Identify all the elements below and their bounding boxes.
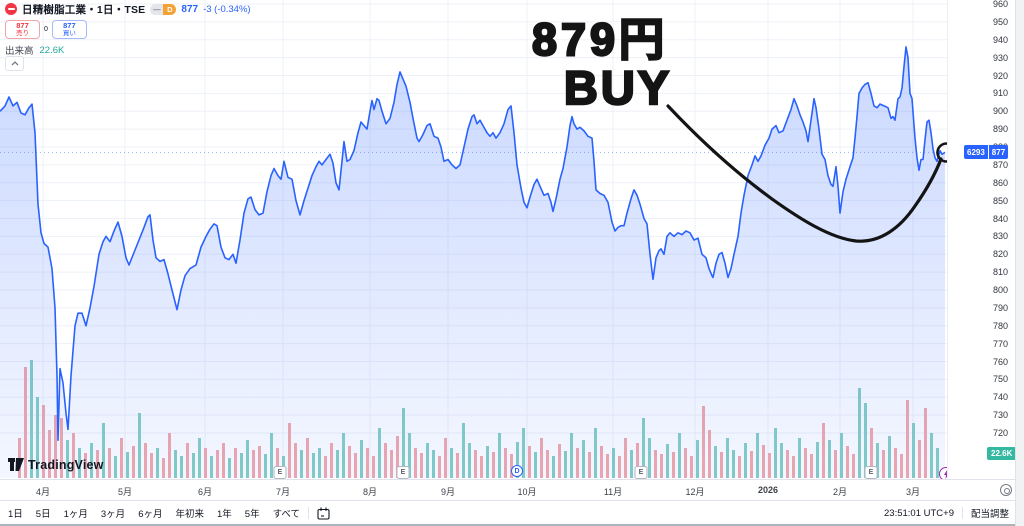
price-axis-label: 830 (992, 231, 1008, 242)
price-axis-label: 770 (992, 338, 1008, 349)
tradingview-logo[interactable]: TradingView (8, 458, 104, 472)
bottom-toolbar: 1日 5日 1ヶ月 3ヶ月 6ヶ月 年初来 1年 5年 すべて 23:51:01 UTC+9 配… (0, 500, 1015, 525)
volume-legend: 出来高 22.6K (5, 43, 65, 58)
price-axis-label: 790 (992, 302, 1008, 313)
range-button-1年[interactable]: 1年 (217, 509, 232, 520)
toolbar-divider-2 (961, 507, 963, 519)
range-button-すべて[interactable]: すべて (272, 509, 301, 520)
price-chart[interactable] (0, 0, 1015, 479)
range-button-5日[interactable]: 5日 (35, 509, 51, 520)
price-axis-label: 750 (992, 374, 1008, 385)
price-axis-label: 950 (992, 16, 1008, 27)
price-axis-label: 820 (992, 249, 1008, 260)
symbol-title[interactable]: 日精樹脂工業・1日・TSE (22, 3, 146, 16)
price-axis-label: 810 (992, 267, 1008, 278)
badge-divider (987, 145, 989, 159)
date-range-buttons: 1日 5日 1ヶ月 3ヶ月 6ヶ月 年初来 1年 5年 すべて (0, 506, 300, 520)
earnings-marker[interactable]: E (396, 466, 410, 479)
earnings-marker[interactable]: E (864, 466, 878, 479)
earnings-marker[interactable]: E (634, 466, 648, 479)
price-axis-label: 900 (992, 106, 1008, 117)
time-axis[interactable]: 4月 5月 6月 7月 8月 9月 10月 11月 12月 2026 2月 3月 (0, 479, 1015, 501)
price-axis-label: 740 (992, 392, 1008, 403)
dividend-adjust-toggle[interactable]: 配当調整 (970, 509, 1009, 520)
dividend-marker[interactable]: D (511, 465, 523, 477)
time-axis-label: 10月 (517, 487, 537, 497)
toolbar-right: 23:51:01 UTC+9 配当調整 (884, 506, 1015, 520)
range-button-6ヶ月[interactable]: 6ヶ月 (138, 509, 163, 520)
price-axis-label: 850 (992, 195, 1008, 206)
symbol-code-badge: 6293 (964, 145, 988, 159)
page-bottom-cutoff (0, 524, 1015, 526)
axis-settings-gear-icon[interactable] (1000, 484, 1012, 496)
price-axis-label: 960 (992, 0, 1008, 9)
time-axis-label: 8月 (362, 487, 378, 497)
order-buttons: 877 売り 0 877 買い (5, 20, 87, 39)
time-axis-label: 2026 (757, 485, 779, 495)
interval-badge[interactable]: — D (150, 3, 177, 15)
price-axis-label: 720 (992, 428, 1008, 438)
spread-value: 0 (44, 26, 48, 33)
volume-label[interactable]: 出来高 (5, 46, 34, 57)
range-button-年初来[interactable]: 年初来 (175, 509, 204, 520)
sell-label: 売り (16, 29, 29, 37)
page-right-gutter (1015, 0, 1024, 526)
collapse-legend-icon[interactable]: — (150, 3, 164, 15)
earnings-marker[interactable]: E (273, 466, 287, 479)
chevron-up-icon (11, 61, 18, 66)
price-area-fill (0, 46, 945, 479)
lightning-bolt-icon (943, 469, 949, 479)
last-price: 877 (181, 3, 199, 15)
toolbar-divider (308, 507, 310, 519)
current-price-badge: 6293 877 (964, 145, 1009, 159)
price-change: -3 (-0.34%) (203, 3, 251, 15)
time-axis-label: 12月 (685, 487, 705, 497)
go-to-date-calendar-icon[interactable] (317, 507, 330, 520)
range-button-3ヶ月[interactable]: 3ヶ月 (100, 509, 126, 520)
price-axis-label: 940 (992, 34, 1008, 45)
time-axis-label: 3月 (905, 487, 921, 497)
price-axis-label: 920 (992, 70, 1008, 81)
symbol-header: 日精樹脂工業・1日・TSE — D 877 -3 (-0.34%) (5, 2, 251, 16)
time-axis-label: 2月 (832, 487, 848, 497)
collapse-panel-button[interactable] (5, 56, 24, 71)
time-axis-label: 5月 (117, 487, 133, 497)
volume-axis-badge: 22.6K (987, 447, 1017, 460)
daily-interval-badge: D (163, 3, 177, 15)
price-axis-label: 890 (992, 124, 1008, 135)
range-button-1ヶ月[interactable]: 1ヶ月 (63, 509, 88, 520)
price-axis-label: 780 (992, 320, 1008, 331)
tradingview-logo-icon (8, 458, 24, 471)
buy-label: 買い (62, 29, 76, 37)
volume-value: 22.6K (39, 44, 65, 56)
price-axis-label: 730 (992, 410, 1008, 421)
price-axis[interactable]: 9609509409309209109008908808708608508408… (947, 0, 1017, 479)
time-axis-label: 6月 (197, 487, 213, 497)
buy-price: 877 (63, 21, 76, 30)
price-axis-label: 860 (992, 177, 1008, 188)
time-axis-label: 7月 (275, 487, 291, 497)
price-axis-label: 760 (992, 356, 1008, 367)
price-axis-label: 910 (992, 88, 1008, 99)
price-axis-label: 800 (992, 285, 1008, 295)
market-closed-icon (5, 3, 17, 15)
price-axis-label: 930 (992, 52, 1008, 63)
time-axis-label: 4月 (35, 487, 51, 497)
sell-button[interactable]: 877 売り (5, 20, 40, 39)
time-axis-label: 11月 (603, 487, 623, 497)
price-axis-label: 870 (992, 159, 1008, 170)
buy-button[interactable]: 877 買い (51, 20, 87, 39)
range-button-1日[interactable]: 1日 (8, 509, 23, 520)
price-axis-label: 840 (992, 213, 1008, 224)
clock-timezone[interactable]: 23:51:01 UTC+9 (884, 507, 954, 519)
range-button-5年[interactable]: 5年 (244, 509, 260, 520)
time-axis-label: 9月 (440, 487, 456, 497)
sell-price: 877 (16, 21, 29, 30)
tradingview-logo-text: TradingView (28, 458, 104, 472)
current-price-value: 877 (988, 145, 1009, 159)
